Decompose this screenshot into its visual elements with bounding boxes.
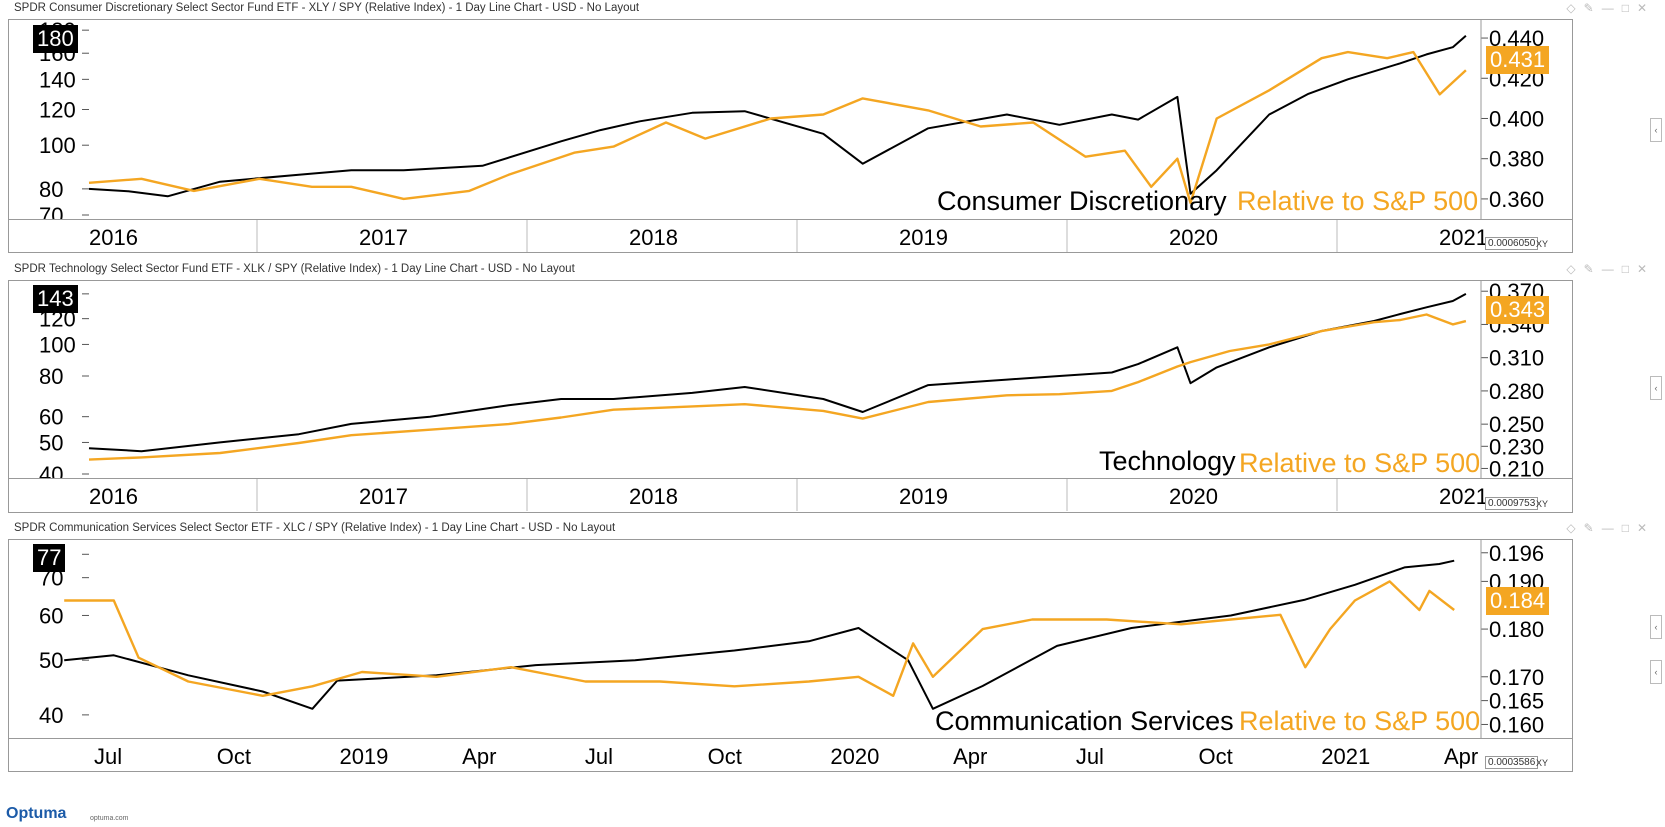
x-tick-label: Apr <box>462 744 496 769</box>
scale-readout: 0.0003586 <box>1485 756 1539 769</box>
panel-title: SPDR Communication Services Select Secto… <box>14 522 616 534</box>
x-axis-svg: 2016 2017 2018 2019 2020 2021 <box>89 220 1488 252</box>
left-tick-label: 80 <box>39 177 63 202</box>
series-name-label: Technology <box>1099 446 1236 476</box>
x-axis-svg: 2016 2017 2018 2019 2020 2021 <box>89 479 1488 511</box>
x-tick-label: 2019 <box>339 744 388 769</box>
chart-panel-2: SPDR Technology Select Sector Fund ETF -… <box>0 261 1665 518</box>
x-tick-label: Oct <box>1199 744 1233 769</box>
optuma-url: optuma.com <box>90 815 129 822</box>
right-tick-label: 0.400 <box>1489 106 1544 131</box>
xy-toggle[interactable]: XY <box>1536 499 1549 509</box>
relative-label: Relative to S&P 500 <box>1237 186 1479 216</box>
left-tick-label: 70 <box>39 203 63 219</box>
series-name-label: Communication Services <box>935 706 1234 736</box>
right-tick-label: 0.230 <box>1489 434 1544 459</box>
left-tick-label: 50 <box>39 430 63 455</box>
x-tick-label: 2017 <box>359 225 408 250</box>
x-tick-label: Jul <box>94 744 122 769</box>
x-tick-label: 2021 <box>1321 744 1370 769</box>
left-tick-label: 140 <box>39 67 76 92</box>
collapse-arrow-icon[interactable]: ‹ <box>1650 615 1662 639</box>
left-tick-label: 100 <box>39 133 76 158</box>
x-axis-strip: Jul Oct 2019 Apr Jul Oct 2020 Apr Jul Oct 2021 Apr <box>8 739 1573 772</box>
left-tick-label: 40 <box>39 703 63 728</box>
x-tick-label: 2020 <box>1169 225 1218 250</box>
panel-title: SPDR Technology Select Sector Fund ETF -… <box>14 263 575 275</box>
current-ratio-badge: 0.431 <box>1486 46 1550 74</box>
x-tick-label: 2016 <box>89 225 138 250</box>
series-name-label: Consumer Discretionary <box>937 186 1227 216</box>
x-tick-label: Oct <box>708 744 742 769</box>
right-tick-label: 0.310 <box>1489 346 1544 371</box>
plot-area[interactable]: 70801001201401601800.3600.3800.4000.4200… <box>8 18 1573 228</box>
left-tick-label: 50 <box>39 648 63 673</box>
current-ratio-badge: 0.343 <box>1486 296 1550 324</box>
left-tick-label: 80 <box>39 364 63 389</box>
right-tick-label: 0.360 <box>1489 187 1544 212</box>
x-axis-svg: Jul Oct 2019 Apr Jul Oct 2020 Apr Jul Oct 2021 Apr <box>94 744 1478 769</box>
xy-toggle[interactable]: XY <box>1536 239 1549 249</box>
chart-panel-1: SPDR Consumer Discretionary Select Secto… <box>0 0 1665 258</box>
left-tick-label: 120 <box>39 98 76 123</box>
xy-toggle[interactable]: XY <box>1536 758 1549 768</box>
last-value-badge: 180 <box>33 25 78 53</box>
panel-title: SPDR Consumer Discretionary Select Secto… <box>14 2 640 14</box>
relative-label: Relative to S&P 500 <box>1239 448 1481 478</box>
current-ratio-badge: 0.184 <box>1486 587 1550 615</box>
x-tick-label: 2020 <box>830 744 879 769</box>
panel-window-controls[interactable]: ◇✎—□✕ <box>1566 521 1655 535</box>
left-tick-label: 60 <box>39 405 63 430</box>
right-tick-label: 0.196 <box>1489 541 1544 566</box>
relative-index-line <box>88 293 1467 453</box>
right-tick-label: 0.280 <box>1489 379 1544 404</box>
relative-sp500-line <box>88 313 1467 461</box>
relative-index-line <box>64 559 1455 710</box>
x-tick-label: Apr <box>1444 744 1478 769</box>
x-tick-label: 2016 <box>89 484 138 509</box>
x-tick-label: 2021 <box>1439 484 1488 509</box>
collapse-arrow-icon[interactable]: ‹ <box>1650 376 1662 400</box>
x-axis-strip: 2016 2017 2018 2019 2020 2021 <box>8 479 1573 513</box>
relative-label: Relative to S&P 500 <box>1239 706 1481 736</box>
x-tick-label: 2019 <box>899 484 948 509</box>
x-tick-label: 2018 <box>629 225 678 250</box>
right-tick-label: 0.160 <box>1489 712 1544 737</box>
right-tick-label: 0.180 <box>1489 617 1544 642</box>
left-tick-label: 100 <box>39 332 76 357</box>
x-tick-label: 2017 <box>359 484 408 509</box>
relative-index-line <box>88 34 1467 198</box>
x-tick-label: 2019 <box>899 225 948 250</box>
x-tick-label: 2020 <box>1169 484 1218 509</box>
right-tick-label: 0.210 <box>1489 456 1544 478</box>
panel-window-controls[interactable]: ◇✎—□✕ <box>1566 1 1655 15</box>
collapse-arrow-icon[interactable]: ‹ <box>1650 118 1662 142</box>
x-tick-label: Jul <box>585 744 613 769</box>
scale-readout: 0.0006050 <box>1485 237 1539 250</box>
panel-window-controls[interactable]: ◇✎—□✕ <box>1566 262 1655 276</box>
x-axis-strip: 2016 2017 2018 2019 2020 2021 <box>8 220 1573 253</box>
collapse-arrow-icon[interactable]: ‹ <box>1650 660 1662 684</box>
x-tick-label: Oct <box>217 744 251 769</box>
right-tick-label: 0.250 <box>1489 412 1544 437</box>
x-tick-label: Apr <box>953 744 987 769</box>
x-tick-label: 2021 <box>1439 225 1488 250</box>
left-tick-label: 60 <box>39 603 63 628</box>
x-tick-label: Jul <box>1076 744 1104 769</box>
right-tick-label: 0.380 <box>1489 147 1544 172</box>
right-tick-label: 0.170 <box>1489 665 1544 690</box>
optuma-logo: Optuma <box>6 805 67 822</box>
relative-sp500-line <box>64 580 1455 697</box>
last-value-badge: 77 <box>33 544 66 572</box>
x-tick-label: 2018 <box>629 484 678 509</box>
chart-panel-3: SPDR Communication Services Select Secto… <box>0 520 1665 776</box>
left-tick-label: 40 <box>39 462 63 478</box>
scale-readout: 0.0009753 <box>1485 497 1539 510</box>
last-value-badge: 143 <box>33 285 78 313</box>
right-tick-label: 0.165 <box>1489 689 1544 714</box>
relative-sp500-line <box>88 50 1467 205</box>
